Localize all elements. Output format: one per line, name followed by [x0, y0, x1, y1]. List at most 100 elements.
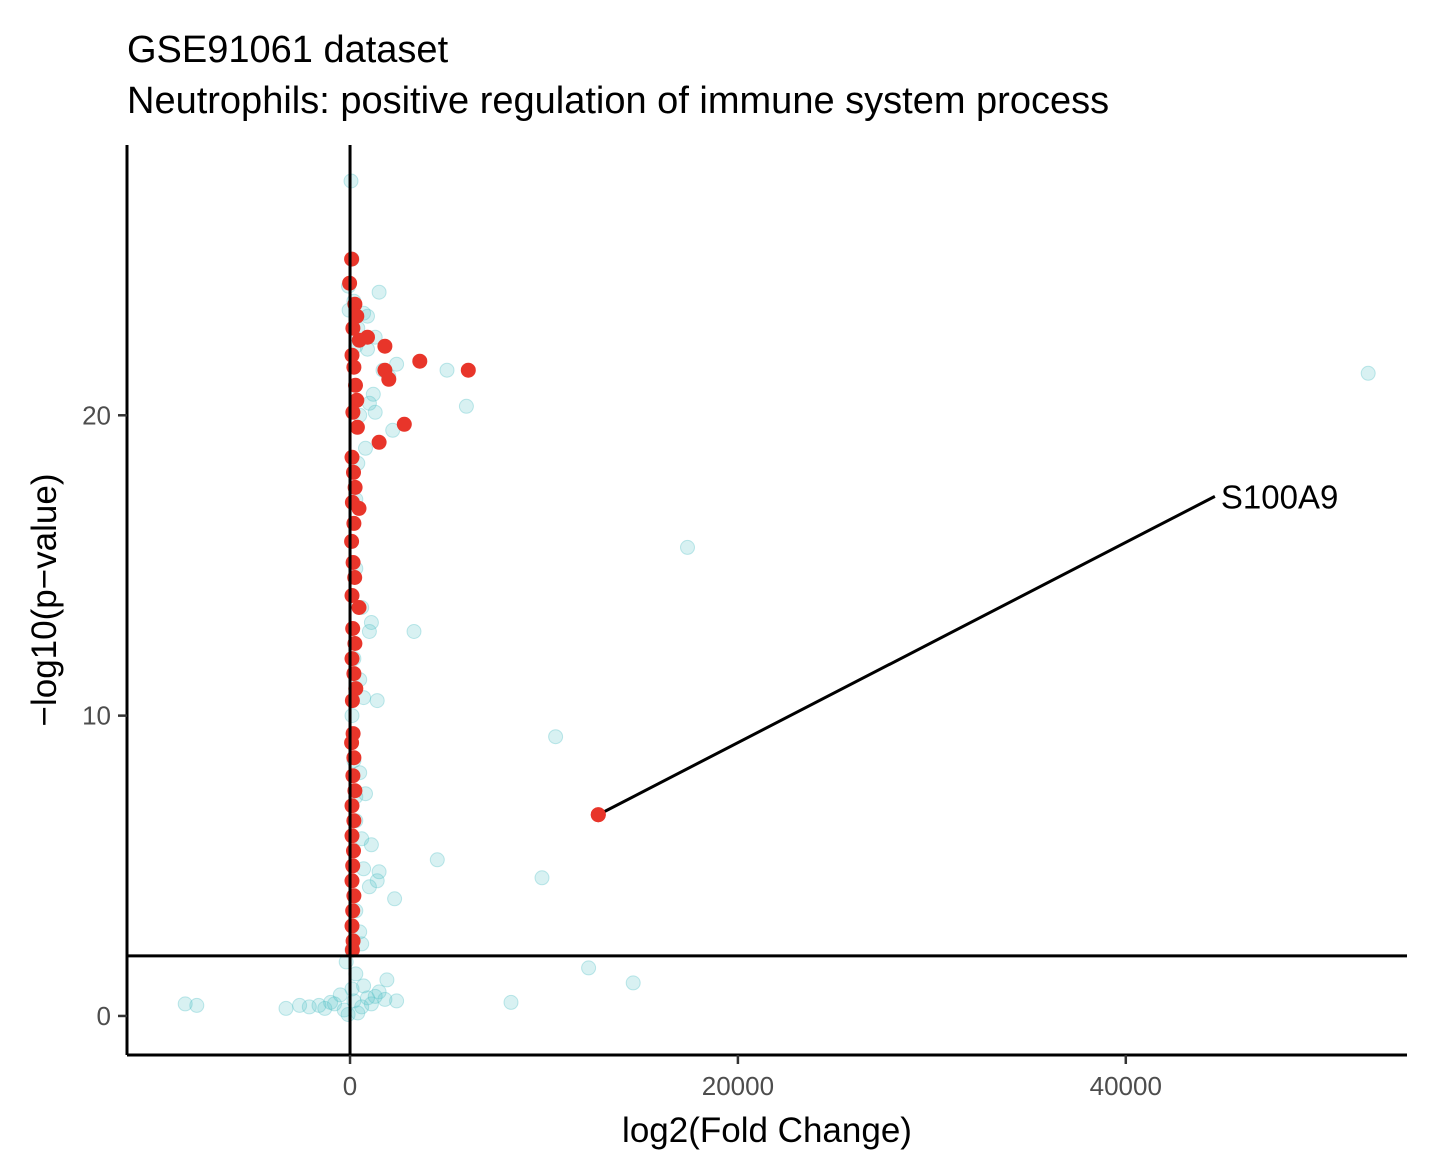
data-point: [367, 988, 383, 1004]
highlighted-point: [348, 681, 364, 697]
x-axis-label: log2(Fold Change): [622, 1111, 912, 1150]
data-point: [367, 404, 383, 420]
data-point: [503, 994, 519, 1010]
y-tick-label: 0: [97, 1001, 111, 1031]
highlighted-point: [349, 419, 365, 435]
annotation-leader-line: [597, 495, 1216, 817]
data-point: [625, 975, 641, 991]
highlighted-point: [412, 353, 428, 369]
data-point: [363, 615, 379, 630]
highlighted-point: [377, 338, 393, 354]
data-point: [365, 386, 381, 402]
x-tick-label: 40000: [1090, 1071, 1162, 1101]
data-point: [439, 362, 455, 378]
data-point: [534, 870, 550, 886]
highlighted-point: [346, 464, 361, 480]
y-tick-label: 10: [82, 701, 111, 731]
highlighted-point: [345, 621, 361, 636]
data-point: [189, 997, 205, 1013]
data-point: [361, 879, 377, 895]
data-point: [356, 978, 372, 994]
data-point: [379, 972, 395, 988]
data-point: [387, 891, 403, 907]
highlighted-point: [344, 693, 360, 709]
y-axis-label: −log10(p−value): [25, 474, 64, 727]
data-point: [548, 729, 564, 745]
highlighted-point: [344, 588, 360, 603]
chart-title: GSE91061 dataset: [127, 29, 449, 71]
data-point: [361, 624, 377, 639]
data-point: [360, 990, 375, 1006]
data-point: [332, 987, 348, 1003]
annotated-point: [590, 807, 606, 823]
data-point: [358, 440, 373, 456]
x-axis-ticks: 0 20000 40000: [343, 1055, 1162, 1101]
data-point: [385, 422, 401, 438]
data-point: [389, 993, 405, 1009]
highlighted-point: [344, 651, 360, 667]
data-point: [429, 852, 445, 868]
highlighted-point: [344, 873, 360, 889]
highlighted-point: [349, 308, 365, 324]
highlighted-points: [342, 251, 606, 958]
x-tick-label: 20000: [702, 1071, 774, 1101]
annotations: S100A9: [590, 478, 1338, 823]
data-point: [177, 996, 193, 1012]
highlighted-point: [345, 404, 361, 420]
highlighted-point: [345, 858, 361, 874]
highlighted-point: [344, 251, 360, 267]
highlighted-point: [460, 362, 476, 378]
y-axis-ticks: 0 10 20: [82, 400, 127, 1031]
highlighted-point: [344, 918, 360, 934]
data-point: [292, 997, 308, 1013]
data-point: [363, 996, 379, 1012]
data-point: [354, 999, 370, 1015]
data-point: [344, 981, 360, 997]
highlighted-point: [348, 377, 363, 393]
data-point: [301, 999, 317, 1015]
highlighted-point: [351, 500, 367, 516]
highlighted-point: [344, 533, 360, 549]
data-point: [317, 1000, 333, 1016]
highlighted-point: [371, 434, 387, 450]
y-tick-label: 20: [82, 400, 111, 430]
highlighted-point: [345, 903, 361, 919]
data-point: [278, 1000, 294, 1016]
data-point: [371, 284, 387, 300]
data-point: [369, 693, 385, 709]
chart-subtitle: Neutrophils: positive regulation of immu…: [127, 80, 1109, 122]
highlighted-point: [396, 416, 412, 432]
data-point: [581, 960, 597, 976]
highlighted-point: [351, 600, 367, 615]
highlighted-point: [381, 371, 397, 387]
reference-lines: [127, 145, 1407, 1055]
data-point: [311, 997, 327, 1013]
highlighted-point: [344, 449, 360, 465]
data-point: [344, 708, 360, 724]
highlighted-point: [345, 555, 361, 570]
highlighted-point: [351, 332, 367, 348]
highlighted-point: [346, 843, 361, 859]
data-point: [389, 356, 405, 372]
data-point: [458, 398, 474, 414]
data-point: [371, 864, 387, 880]
highlighted-point: [349, 392, 365, 408]
annotation-label: S100A9: [1221, 478, 1338, 515]
data-point: [680, 539, 695, 555]
highlighted-point: [344, 828, 360, 844]
data-point: [369, 873, 385, 889]
data-point: [406, 624, 422, 639]
data-point: [327, 996, 342, 1012]
x-tick-label: 0: [343, 1071, 357, 1101]
data-point: [340, 1007, 356, 1022]
highlighted-point: [345, 768, 361, 784]
data-point: [363, 837, 379, 853]
data-point: [377, 991, 393, 1007]
data-point: [1360, 365, 1376, 381]
highlighted-point: [344, 735, 360, 751]
data-point: [371, 984, 387, 1000]
highlighted-point: [344, 347, 360, 363]
data-point: [323, 994, 339, 1010]
highlighted-point: [344, 798, 360, 814]
